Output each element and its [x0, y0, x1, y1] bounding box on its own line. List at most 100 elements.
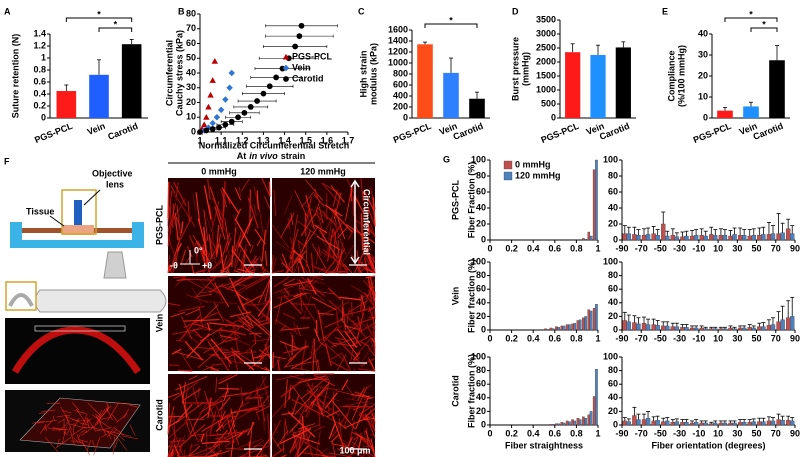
fiber [65, 415, 72, 430]
x-tick-label: 0.8 [570, 243, 583, 253]
fiber [188, 374, 198, 381]
fiber [210, 368, 220, 371]
y-tick-label: 100 [603, 256, 618, 266]
fiber [219, 374, 233, 381]
bar [780, 232, 785, 241]
fiber [336, 354, 347, 372]
fiber [314, 188, 319, 200]
x-tick-label: -90 [615, 243, 628, 253]
y-tick-label: 0 [191, 126, 196, 136]
y-tick-label: 40 [608, 392, 618, 402]
error-bar [694, 419, 699, 423]
error-bar [722, 420, 727, 423]
fiber [339, 296, 362, 301]
fiber [300, 340, 307, 370]
fiber [206, 301, 238, 304]
fiber [172, 246, 180, 274]
fiber [57, 418, 65, 424]
bar [589, 235, 593, 241]
fiber [246, 216, 254, 235]
significance-mark: * [449, 15, 453, 25]
fiber [313, 425, 326, 432]
fiber [73, 437, 79, 443]
fiber [254, 332, 257, 345]
fiber [194, 269, 205, 274]
error-bar [670, 419, 675, 423]
fiber [286, 215, 294, 229]
legend-label: PGS-PCL [292, 51, 333, 61]
fiber [71, 402, 80, 411]
bar [790, 316, 795, 331]
y-tick-label: 0 [481, 324, 486, 334]
fiber [282, 312, 296, 320]
fiber [303, 441, 323, 454]
fiber [291, 345, 310, 351]
fiber [69, 423, 87, 429]
fiber [262, 290, 271, 313]
fiber [111, 429, 118, 434]
error-bar [646, 318, 651, 325]
fiber [181, 382, 186, 404]
fiber [256, 386, 260, 408]
fiber [254, 317, 271, 334]
error-bar [703, 326, 708, 329]
fiber [80, 422, 89, 426]
bar [670, 422, 676, 426]
fiber [355, 312, 365, 345]
fiber [71, 419, 90, 422]
error-bar [742, 229, 747, 236]
fiber [189, 445, 201, 456]
fiber [201, 440, 230, 445]
bar [766, 234, 772, 241]
x-tick-label: 1 [595, 428, 600, 438]
significance-mark: * [749, 9, 753, 19]
fiber [208, 237, 219, 253]
fiber [271, 269, 285, 274]
fiber [314, 200, 320, 217]
y-tick-label: 1.2 [33, 40, 46, 50]
bar [651, 420, 656, 426]
point [207, 91, 214, 98]
fiber [292, 434, 321, 445]
fiber [361, 265, 375, 274]
x-tick-label: 30 [732, 333, 742, 343]
fiber [272, 355, 287, 360]
micrograph [168, 275, 271, 372]
bar [565, 52, 581, 119]
fiber [177, 444, 183, 457]
fiber [231, 347, 239, 372]
bar [571, 419, 574, 426]
fiber [80, 429, 86, 433]
fiber [364, 255, 376, 274]
fiber [216, 234, 221, 258]
error-bar [642, 316, 647, 324]
bar [587, 309, 591, 331]
fiber [342, 442, 358, 455]
error-bar [684, 419, 689, 423]
error-bar [732, 326, 737, 329]
fiber [234, 208, 242, 221]
fiber [225, 447, 248, 450]
y-axis-label: (mmHg) [520, 52, 530, 86]
fiber [215, 377, 218, 393]
y-axis-label: Fiber fraction (%) [466, 354, 476, 428]
bar [584, 239, 587, 241]
fiber [368, 316, 376, 319]
fiber [178, 315, 201, 342]
fiber [297, 220, 319, 237]
x-tick-label: 10 [713, 428, 723, 438]
fiber [339, 242, 344, 274]
bar [761, 421, 766, 426]
fiber [198, 306, 204, 330]
fiber [365, 278, 376, 301]
fiber [249, 245, 254, 254]
fiber [191, 264, 195, 274]
panel-label: E [662, 6, 668, 16]
fiber [301, 415, 305, 440]
fiber [370, 433, 376, 437]
error-bar [699, 420, 704, 423]
x-tick-label: -30 [673, 243, 686, 253]
fiber [318, 312, 334, 315]
arrow-head [350, 179, 360, 265]
bar [549, 424, 553, 426]
